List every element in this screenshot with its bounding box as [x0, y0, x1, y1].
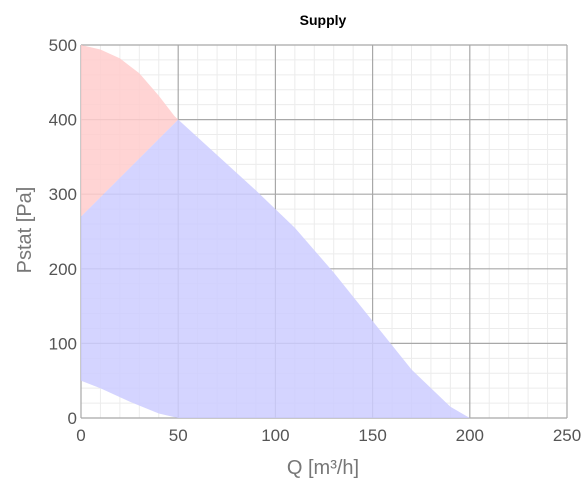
area-series-1	[81, 119, 470, 418]
y-tick-label: 300	[49, 185, 77, 204]
y-tick-label: 200	[49, 260, 77, 279]
area-series-0	[81, 45, 179, 217]
x-tick-label: 200	[456, 426, 484, 445]
tick-labels: 0 50 100 150 200 250 0 100 200 300 400 500	[49, 36, 582, 445]
x-axis-title: Q [m³/h]	[287, 457, 359, 479]
y-axis-title: Pstat [Pa]	[14, 187, 36, 274]
chart-title: Supply	[300, 12, 347, 28]
y-tick-label: 400	[49, 111, 77, 130]
areas	[81, 45, 470, 418]
y-tick-label: 0	[68, 409, 77, 428]
y-tick-label: 500	[49, 36, 77, 55]
x-tick-label: 0	[76, 426, 85, 445]
x-tick-label: 250	[553, 426, 581, 445]
x-tick-label: 150	[358, 426, 386, 445]
y-tick-label: 100	[49, 334, 77, 353]
x-tick-label: 50	[169, 426, 188, 445]
x-tick-label: 100	[261, 426, 289, 445]
